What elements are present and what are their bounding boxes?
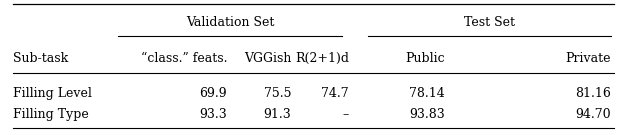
Text: 91.3: 91.3 bbox=[264, 108, 291, 121]
Text: –: – bbox=[342, 108, 349, 121]
Text: Public: Public bbox=[405, 52, 445, 65]
Text: Filling Level: Filling Level bbox=[13, 87, 92, 100]
Text: VGGish: VGGish bbox=[244, 52, 291, 65]
Text: 69.9: 69.9 bbox=[200, 87, 227, 100]
Text: 93.3: 93.3 bbox=[200, 108, 227, 121]
Text: 75.5: 75.5 bbox=[264, 87, 291, 100]
Text: 94.70: 94.70 bbox=[575, 108, 611, 121]
Text: Test Set: Test Set bbox=[464, 16, 515, 29]
Text: R(2+1)d: R(2+1)d bbox=[295, 52, 349, 65]
Text: Sub-task: Sub-task bbox=[13, 52, 68, 65]
Text: Filling Type: Filling Type bbox=[13, 108, 88, 121]
Text: Validation Set: Validation Set bbox=[186, 16, 275, 29]
Text: Private: Private bbox=[566, 52, 611, 65]
Text: 78.14: 78.14 bbox=[409, 87, 445, 100]
Text: 93.83: 93.83 bbox=[409, 108, 445, 121]
Text: 74.7: 74.7 bbox=[321, 87, 349, 100]
Text: “class.” feats.: “class.” feats. bbox=[141, 52, 227, 65]
Text: 81.16: 81.16 bbox=[575, 87, 611, 100]
